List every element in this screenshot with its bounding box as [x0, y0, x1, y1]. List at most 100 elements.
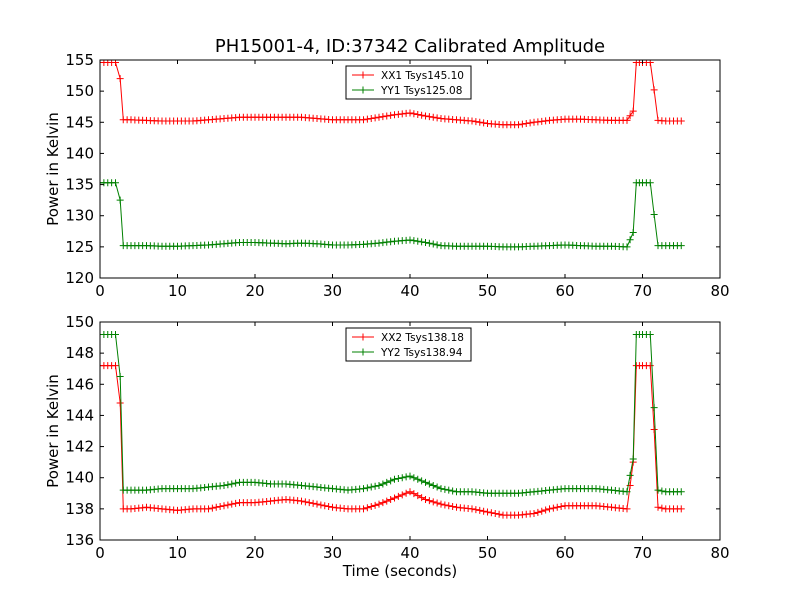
data-point	[623, 488, 631, 496]
data-point	[626, 471, 634, 479]
data-point	[422, 496, 429, 504]
data-point	[425, 480, 433, 488]
data-point	[650, 86, 658, 94]
legend-marker	[359, 348, 367, 356]
data-point	[626, 236, 634, 244]
data-point	[224, 501, 232, 509]
data-point	[623, 505, 631, 513]
data-point	[522, 120, 530, 128]
data-point	[449, 487, 457, 495]
data-point	[414, 475, 422, 483]
y-tick-label: 150	[65, 313, 94, 331]
data-point	[429, 240, 437, 248]
data-point	[216, 503, 224, 511]
data-point	[379, 480, 387, 488]
legend-entry-label: XX2 Tsys138.18	[381, 332, 464, 344]
data-point	[437, 500, 445, 508]
legend: XX1 Tsys145.10 YY1 Tsys125.08	[345, 65, 472, 100]
data-point	[410, 490, 418, 498]
data-point	[515, 121, 522, 129]
y-tick-label: 140	[65, 144, 94, 162]
data-point	[418, 494, 426, 502]
data-point	[309, 499, 317, 507]
data-point	[371, 482, 379, 490]
data-point	[116, 373, 124, 380]
legend-box	[345, 65, 472, 100]
series-line	[100, 365, 682, 516]
data-point	[398, 474, 406, 482]
x-tick-label: 70	[633, 544, 652, 562]
data-point	[646, 179, 654, 187]
y-tick-label: 150	[65, 82, 94, 100]
data-point	[321, 502, 329, 510]
data-point	[360, 116, 367, 124]
x-tick-label: 30	[323, 544, 342, 562]
x-tick-label: 10	[168, 282, 187, 300]
data-point	[553, 503, 561, 511]
data-point	[646, 330, 654, 338]
data-point	[433, 241, 441, 249]
data-point	[371, 114, 379, 122]
data-point	[518, 120, 526, 128]
data-point	[445, 502, 453, 510]
y-tick-label: 138	[65, 500, 94, 518]
data-point	[402, 473, 410, 481]
data-point	[491, 510, 499, 518]
legend-box	[345, 327, 472, 362]
data-point	[677, 117, 685, 125]
data-point	[422, 478, 429, 486]
data-point	[375, 500, 383, 508]
y-tick-label: 130	[65, 207, 94, 225]
data-point	[425, 113, 433, 121]
y-tick-label: 135	[65, 176, 94, 194]
legend: XX2 Tsys138.18 YY2 Tsys138.94	[345, 327, 472, 362]
y-tick-label: 146	[65, 375, 94, 393]
data-point	[526, 119, 534, 127]
data-point	[232, 499, 240, 507]
data-point	[367, 115, 375, 123]
y-axis-label: Power in Kelvin	[44, 374, 62, 488]
data-point	[410, 110, 418, 118]
data-point	[414, 237, 422, 245]
data-point	[623, 243, 631, 251]
data-point	[414, 492, 422, 500]
data-point	[480, 119, 488, 127]
data-point	[542, 506, 550, 514]
data-point	[425, 239, 433, 247]
series-line	[100, 182, 682, 248]
x-tick-label: 80	[710, 544, 729, 562]
data-point	[654, 503, 662, 511]
legend-marker	[359, 333, 367, 341]
data-point	[441, 501, 449, 509]
legend-entry-label: XX1 Tsys145.10	[381, 70, 464, 82]
data-point	[418, 238, 426, 246]
y-axis-label: Power in Kelvin	[44, 112, 62, 226]
data-point	[629, 455, 637, 463]
data-point	[425, 497, 433, 505]
data-point	[433, 483, 441, 491]
x-tick-label: 20	[245, 282, 264, 300]
data-point	[305, 499, 313, 507]
x-tick-label: 0	[95, 282, 105, 300]
series-3	[100, 362, 685, 519]
subplot-2: 0 10 20 30 40 50 60 70 80 136 138 140 142 144 146 148 15…	[44, 313, 730, 580]
data-point	[383, 497, 391, 505]
data-point	[472, 506, 480, 514]
y-tick-label: 120	[65, 269, 94, 287]
data-point	[360, 505, 367, 513]
data-point	[220, 482, 228, 489]
x-tick-label: 80	[710, 282, 729, 300]
data-point	[317, 501, 325, 509]
data-point	[677, 488, 685, 496]
data-point	[410, 474, 418, 482]
data-point	[212, 503, 220, 511]
data-point	[549, 504, 557, 512]
y-tick-label: 155	[65, 51, 94, 69]
data-point	[629, 229, 637, 237]
data-point	[371, 501, 379, 509]
x-tick-label: 10	[168, 544, 187, 562]
data-point	[487, 509, 495, 517]
data-point	[441, 485, 449, 493]
data-point	[116, 399, 124, 407]
